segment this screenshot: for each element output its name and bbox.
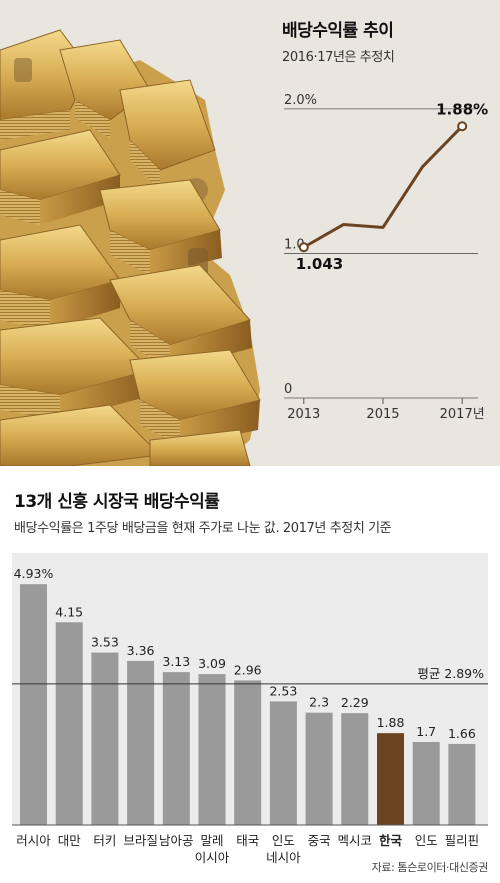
bar-value-label: 2.29: [341, 695, 369, 710]
bar: [91, 652, 119, 825]
bar: [305, 712, 333, 825]
category-label: 러시아: [16, 833, 51, 848]
category-label: 남아공: [159, 833, 194, 848]
bottom-chart-subtitle: 배당수익률은 1주당 배당금을 현재 주가로 나눈 값. 2017년 추정치 기…: [14, 521, 392, 536]
top-panel: 배당수익률 추이 2016·17년은 추정치 0 1.0 2.0% 2013 2015 2…: [0, 0, 500, 466]
bar-value-label: 1.7: [416, 724, 436, 739]
category-label: 이시아: [195, 850, 230, 865]
category-label: 인도: [272, 833, 295, 848]
data-label: 1.88%: [436, 100, 488, 118]
bar: [127, 660, 155, 825]
bar-value-label: 1.66: [448, 726, 476, 741]
bar-value-label: 1.88: [377, 715, 405, 730]
bar-value-label: 3.09: [198, 656, 226, 671]
bar-value-label: 4.93%: [14, 566, 54, 581]
category-label: 대만: [58, 833, 82, 848]
category-label: 멕시코: [338, 833, 373, 848]
category-label: 중국: [308, 833, 331, 848]
category-label: 브라질: [123, 833, 158, 848]
category-label: 인도: [415, 833, 438, 848]
bar-value-label: 2.53: [269, 683, 297, 698]
bar: [448, 743, 476, 825]
data-point: [457, 121, 468, 132]
bar: [269, 701, 297, 825]
data-label: 1.043: [296, 255, 343, 273]
average-label: 평균 2.89%: [417, 666, 484, 681]
top-chart-title: 배당수익률 추이: [282, 21, 394, 41]
bar-value-label: 3.36: [127, 643, 155, 658]
bar-value-label: 3.53: [91, 635, 119, 650]
top-chart-subtitle: 2016·17년은 추정치: [282, 50, 395, 65]
bar: [412, 741, 440, 825]
data-point: [298, 242, 309, 253]
bar-chart: 4.93% 러시아 4.15 대만 3.53 터키 3.36 브라질 3.13 남아공 3.09 말레…: [12, 553, 488, 865]
bar: [20, 584, 47, 825]
bottom-chart-title: 13개 신흥 시장국 배당수익률: [14, 492, 220, 512]
bar: [162, 672, 190, 825]
bar: [377, 733, 404, 825]
category-label: 네시아: [266, 850, 301, 865]
category-label: 터키: [93, 833, 116, 848]
bottom-panel: 13개 신흥 시장국 배당수익률 배당수익률은 1주당 배당금을 현재 주가로 …: [0, 471, 500, 883]
category-label: 한국: [379, 833, 403, 848]
series-line: [303, 125, 464, 249]
category-label: 말레: [200, 833, 223, 848]
bar-value-label: 2.96: [234, 662, 262, 677]
y-tick-label: 2.0%: [284, 93, 317, 108]
category-label: 태국: [236, 833, 259, 848]
bar: [198, 674, 226, 825]
bar-value-label: 4.15: [55, 604, 83, 619]
category-label: 필리핀: [445, 833, 480, 848]
bar-value-label: 3.13: [162, 654, 190, 669]
x-tick-label: 2017년: [440, 407, 485, 422]
bar-value-label: 2.3: [309, 695, 329, 710]
source-note: 자료: 톰슨로이터·대신증권: [371, 861, 489, 874]
money-stack-image: [0, 0, 270, 466]
bar: [55, 622, 83, 825]
x-tick-label: 2015: [366, 407, 399, 422]
x-tick-label: 2013: [287, 407, 320, 422]
bar: [234, 680, 262, 825]
bar: [341, 713, 369, 825]
y-tick-label: 0: [284, 382, 292, 397]
